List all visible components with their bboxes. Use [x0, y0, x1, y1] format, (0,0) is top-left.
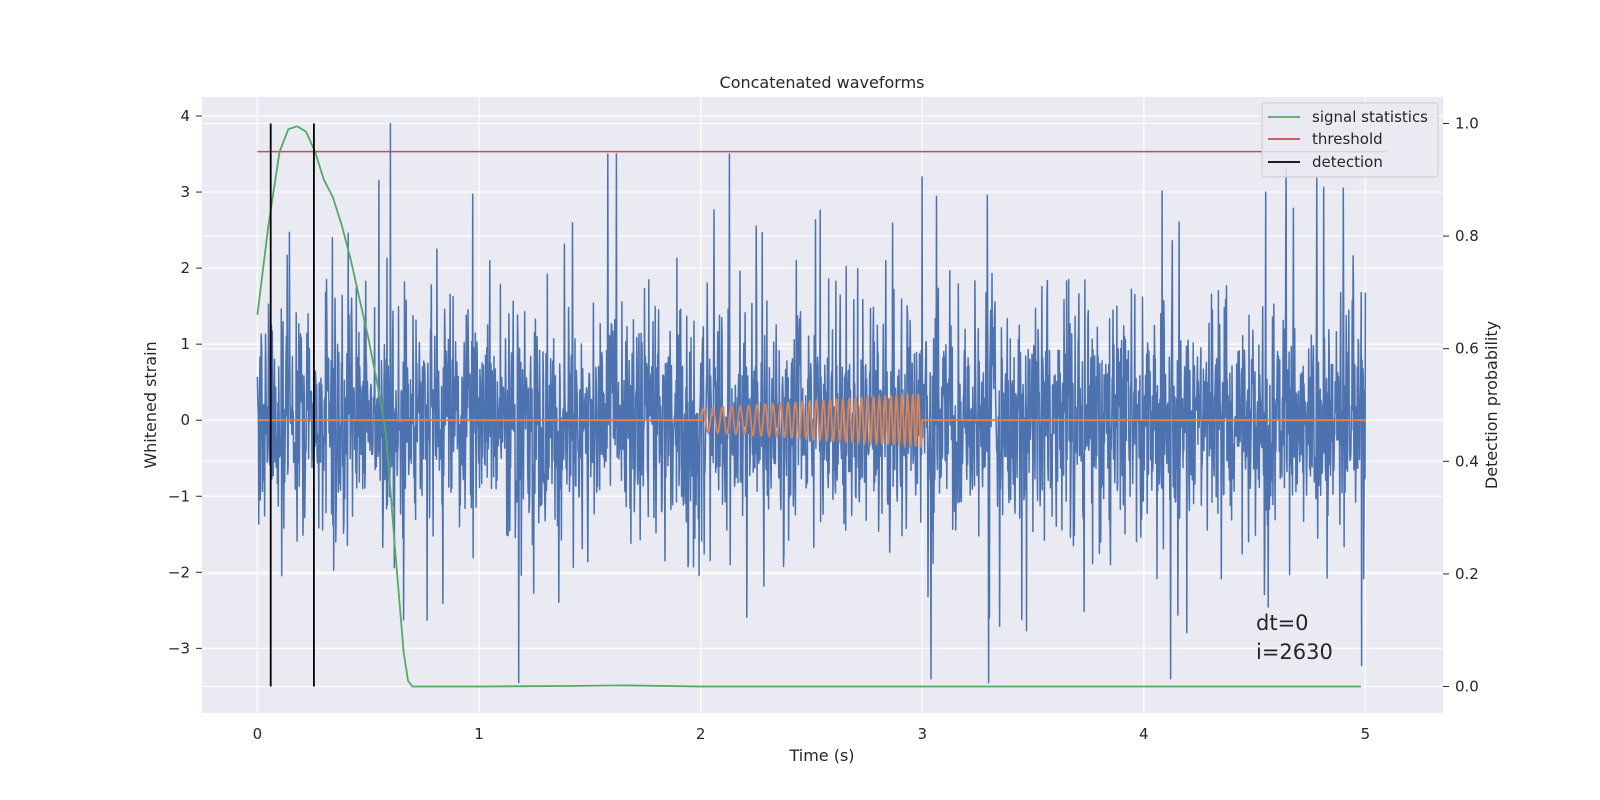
series-layer [256, 122, 1388, 688]
y-tick-label: 1 [180, 335, 190, 353]
signal-statistics-line [256, 125, 1361, 688]
annotation-i: i=2630 [1256, 640, 1333, 664]
annotation-dt: dt=0 [1256, 611, 1309, 635]
y-right-tick-label: 0.2 [1455, 565, 1479, 583]
legend-label-detection: detection [1312, 153, 1383, 171]
y-tick-label: 2 [180, 259, 190, 277]
y-tick-label: −3 [168, 639, 190, 657]
y-axis-label: Whitened strain [141, 341, 160, 468]
y-right-tick-label: 0.6 [1455, 340, 1479, 358]
x-ticks: 0 1 2 3 4 5 [253, 725, 1371, 743]
legend-label-threshold: threshold [1312, 130, 1383, 148]
x-tick-label: 5 [1361, 725, 1371, 743]
y-right-tick-label: 0.0 [1455, 678, 1479, 696]
legend: signal statistics threshold detection [1261, 102, 1439, 178]
y-tick-label: −1 [168, 487, 190, 505]
y-right-ticks: 0.0 0.2 0.4 0.6 0.8 1.0 [1443, 114, 1479, 696]
x-axis-label: Time (s) [788, 746, 854, 765]
x-tick-label: 0 [253, 725, 263, 743]
y-ticks: −3 −2 −1 0 1 2 3 4 [168, 107, 202, 657]
detections [269, 123, 315, 687]
x-tick-label: 2 [696, 725, 706, 743]
chart-title: Concatenated waveforms [720, 73, 925, 92]
y-right-tick-label: 1.0 [1455, 114, 1479, 132]
y-tick-label: −2 [168, 563, 190, 581]
x-tick-label: 3 [917, 725, 927, 743]
y-right-axis-label: Detection probability [1482, 321, 1501, 489]
y-tick-label: 4 [180, 107, 190, 125]
y-right-tick-label: 0.4 [1455, 452, 1479, 470]
x-tick-label: 1 [474, 725, 484, 743]
legend-label-signal-statistics: signal statistics [1312, 108, 1428, 126]
x-tick-label: 4 [1139, 725, 1149, 743]
y-tick-label: 3 [180, 183, 190, 201]
legend-box [1261, 102, 1439, 178]
chirp-series-line [257, 391, 1366, 450]
y-right-tick-label: 0.8 [1455, 227, 1479, 245]
y-tick-label: 0 [180, 411, 190, 429]
